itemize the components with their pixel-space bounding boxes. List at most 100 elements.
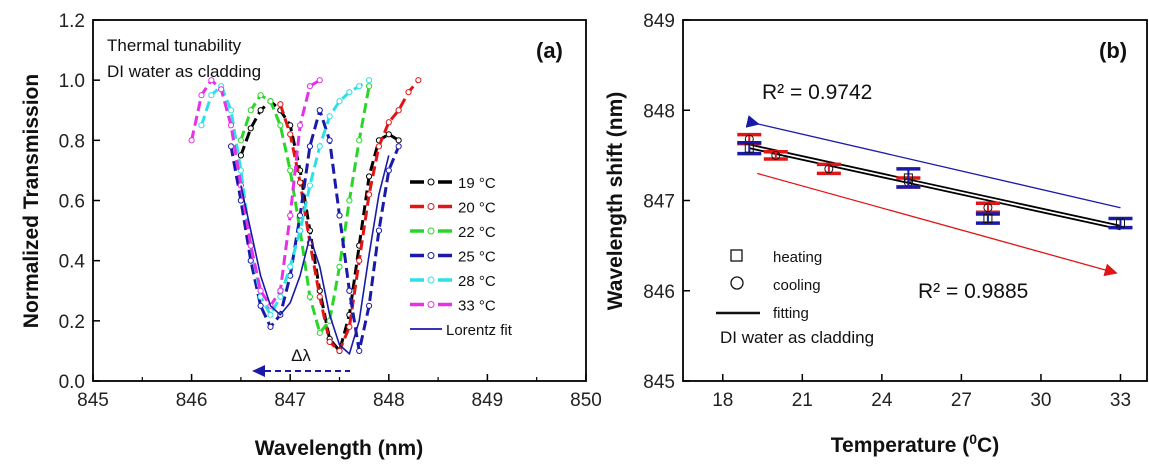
a-series-point	[296, 212, 304, 219]
a-y-tick-label: 0.6	[59, 192, 85, 213]
a-series-point	[385, 131, 392, 138]
a-x-tick-label: 845	[77, 390, 109, 411]
legend-cooling-label: cooling	[773, 277, 821, 294]
cooling-point	[824, 164, 834, 174]
r2-lower: R² = 0.9885	[918, 280, 1028, 303]
a-series-point	[395, 137, 402, 144]
a-series-point	[365, 83, 373, 90]
panel-a-y-ticks: 0.0 0.2 0.4 0.6 0.8 1.0 1.2	[59, 11, 100, 393]
trend-arrow-upper	[745, 115, 1121, 209]
a-series-point	[336, 212, 343, 219]
a-series-point	[336, 98, 343, 105]
a-legend-label: Lorentz fit	[446, 322, 513, 339]
panel-a-x-ticks: 845 846 847 848 849 850	[77, 374, 602, 411]
r2-upper: R² = 0.9742	[762, 81, 872, 104]
a-series-point	[395, 143, 402, 150]
a-series-point	[247, 125, 254, 132]
delta-lambda-arrowhead	[252, 365, 265, 377]
legend-heating-marker	[730, 249, 743, 262]
a-series-line	[200, 78, 370, 317]
a-y-tick-label: 0.2	[59, 312, 85, 333]
a-series-point	[267, 98, 274, 105]
a-series-point	[277, 101, 284, 108]
fit-line	[749, 147, 1121, 231]
a-legend-marker	[427, 227, 435, 235]
heating-point	[744, 143, 754, 153]
delta-lambda-label: Δλ	[291, 346, 311, 365]
a-series-line	[240, 155, 390, 355]
a-y-tick-label: 0.8	[59, 131, 85, 152]
a-series-point	[326, 113, 333, 120]
panel-a-annotation-1: Thermal tunability	[107, 36, 242, 55]
fit-line	[749, 143, 1121, 227]
a-series-point	[415, 77, 422, 84]
a-series-point	[287, 212, 294, 219]
b-x-tick-label: 27	[951, 390, 972, 411]
legend-fitting-label: fitting	[773, 305, 809, 322]
a-series-point	[296, 179, 304, 186]
a-legend-label: 22 °C	[458, 224, 496, 241]
heating-point	[1115, 218, 1125, 228]
a-series-point	[346, 287, 353, 294]
panel-a-x-axis-label: Wavelength (nm)	[255, 437, 423, 460]
a-legend-label: 33 °C	[458, 298, 496, 315]
b-y-tick-label: 845	[643, 372, 675, 393]
a-series-point	[306, 83, 314, 90]
cooling-point	[983, 203, 993, 213]
a-series-point	[346, 323, 353, 330]
a-series-point	[188, 137, 195, 144]
legend-heating-label: heating	[773, 249, 822, 266]
a-series-point	[198, 92, 205, 99]
panel-a-legend: 19 °C 20 °C 22 °C 25 °C 28 °C 33 °C Lorentz fi…	[410, 175, 513, 339]
panel-a-y-axis-label: Normalized Transmission	[20, 74, 43, 328]
a-series-point	[306, 143, 314, 150]
cooling-point	[771, 150, 781, 160]
a-series-point	[257, 302, 264, 309]
a-series-point	[346, 197, 353, 204]
a-x-tick-label: 848	[373, 390, 405, 411]
b-y-tick-label: 848	[643, 101, 675, 122]
a-series-point	[356, 257, 363, 264]
b-y-tick-label: 846	[643, 282, 675, 303]
a-series-point	[365, 77, 373, 84]
a-series-point	[385, 119, 392, 126]
a-series-point	[306, 182, 314, 189]
a-series-point	[316, 293, 323, 300]
a-series-point	[227, 143, 235, 150]
a-y-tick-label: 0.0	[59, 372, 85, 393]
a-legend-label: 19 °C	[458, 175, 496, 192]
a-x-tick-label: 850	[570, 390, 602, 411]
a-legend-label: 25 °C	[458, 249, 496, 266]
a-y-tick-label: 1.0	[59, 71, 85, 92]
heating-point	[903, 173, 913, 183]
a-series-point	[375, 143, 383, 150]
panel-b-x-axis-label: Temperature (0C)	[831, 431, 999, 457]
a-legend-marker	[427, 276, 435, 284]
a-series-point	[287, 167, 294, 174]
a-series-point	[405, 89, 412, 96]
a-series-point	[356, 347, 363, 355]
a-series-point	[257, 107, 264, 114]
a-series-point	[277, 122, 284, 129]
panel-b: 18 21 24 27 30 33 845 846 847 848 849 Temperature…	[604, 11, 1148, 457]
a-series-point	[365, 173, 373, 180]
a-series-point	[198, 122, 205, 129]
a-series-point	[247, 107, 254, 114]
a-series-point	[356, 83, 363, 90]
panel-a: 845 846 847 848 849 850 0.0 0.2 0.4 0.6 0.8 1.0 1.2…	[20, 11, 602, 460]
a-series-point	[385, 167, 392, 174]
a-series-point	[247, 242, 254, 249]
a-y-tick-label: 0.4	[59, 252, 86, 273]
panel-b-y-axis-label: Wavelength shift (nm)	[604, 92, 627, 311]
a-series-line	[278, 79, 420, 353]
a-series-point	[227, 122, 235, 129]
a-series-point	[277, 293, 284, 300]
panel-b-frame	[682, 19, 1148, 382]
a-series-point	[208, 77, 215, 84]
a-series-point	[257, 92, 264, 99]
a-series-point	[316, 107, 323, 114]
trend-arrow-lower	[757, 172, 1118, 277]
b-y-tick-label: 847	[643, 192, 675, 213]
panel-b-annotation: DI water as cladding	[720, 328, 874, 347]
a-series-point	[227, 107, 235, 114]
